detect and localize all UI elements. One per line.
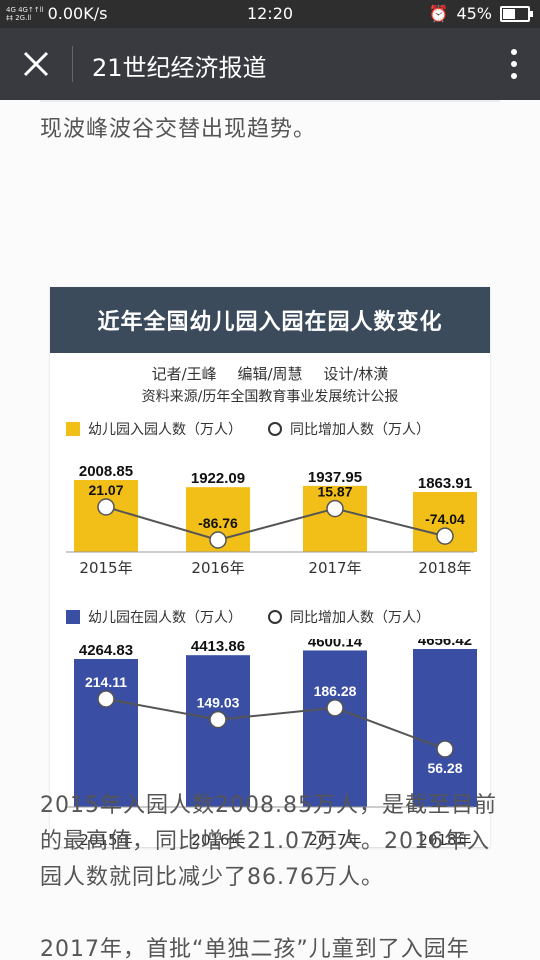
legend-circle-icon	[268, 610, 282, 624]
legend-swatch-enroll	[66, 422, 80, 436]
bar-value-label: 4264.83	[79, 642, 133, 659]
tick-label: 2016年	[191, 831, 245, 849]
bar-value-label: 4413.86	[191, 639, 245, 655]
bar-value-label: 2008.85	[79, 463, 133, 480]
editor-credit: 编辑/周慧	[237, 365, 303, 383]
article-paragraph-1: 2015年入园人数2008.85万人，是截至目前的最高值，同比增长21.07万人…	[40, 793, 497, 890]
yoy-point	[436, 740, 454, 758]
yoy-point	[326, 499, 344, 518]
article-content: 现波峰波谷交替出现趋势。 近年全国幼儿园入园在园人数变化 记者/王峰 编辑/周慧…	[0, 100, 540, 960]
yoy-line	[105, 506, 446, 542]
bar	[74, 480, 138, 552]
yoy-point	[97, 690, 115, 708]
yoy-value-label: -74.04	[425, 511, 465, 527]
tick-label: 2015年	[79, 559, 133, 577]
legend-label-inschool: 幼儿园在园人数（万人）	[88, 610, 242, 626]
tick-label: 2015年	[79, 831, 133, 849]
yoy-point	[209, 710, 227, 729]
bar-value-label: 4656.42	[418, 639, 472, 649]
page-title: 21世纪经济报道	[92, 54, 267, 82]
enrollment-chart: 2008.85 1922.09 1937.95 1863.91 21.07 -86.76 1…	[66, 463, 477, 553]
bar-value-label: 1937.95	[308, 469, 362, 486]
close-icon[interactable]	[14, 42, 58, 86]
nav-divider	[72, 46, 73, 82]
battery-icon	[500, 5, 533, 22]
legend-swatch-inschool	[66, 610, 80, 624]
yoy-value-label: 15.87	[317, 484, 352, 500]
tick-label: 2017年	[308, 559, 362, 577]
chart-title: 近年全国幼儿园入园在园人数变化	[50, 287, 490, 353]
more-options-icon[interactable]	[506, 44, 522, 84]
in-school-chart: 4264.83 4413.86 4600.14 4656.42 214.11 149.03…	[66, 639, 477, 808]
article-intro-line: 现波峰波谷交替出现趋势。	[40, 117, 317, 142]
bar-value-label: 4600.14	[308, 639, 363, 650]
yoy-value-label: 21.07	[88, 482, 123, 498]
yoy-value-label: 56.28	[427, 760, 462, 776]
signal-icon: 4G 4G↑↑ll ‡‡ 2G.ll	[6, 5, 44, 22]
yoy-value-label: 149.03	[197, 695, 240, 711]
yoy-value-label: 186.28	[314, 683, 357, 699]
top-nav-bar: 21世纪经济报道	[0, 28, 540, 100]
bar	[74, 659, 138, 807]
legend-bottom: 幼儿园在园人数（万人） 同比增加人数（万人）	[66, 607, 430, 627]
chart-source: 资料来源/历年全国教育事业发展统计公报	[141, 389, 399, 405]
chart-credits: 记者/王峰 编辑/周慧 设计/林潢	[50, 363, 490, 384]
yoy-line	[105, 698, 446, 750]
network-speed: 0.00K/s	[47, 4, 108, 23]
bar-value-label: 1922.09	[191, 470, 245, 487]
bar	[186, 655, 250, 807]
legend-label-yoy-2: 同比增加人数（万人）	[290, 610, 430, 626]
yoy-point	[97, 498, 115, 516]
bar	[413, 649, 477, 807]
status-bar: 4G 4G↑↑ll ‡‡ 2G.ll 0.00K/s 12:20 ⏰ 45%	[0, 0, 540, 28]
infographic: 近年全国幼儿园入园在园人数变化 记者/王峰 编辑/周慧 设计/林潢 资料来源/历…	[50, 287, 490, 849]
tick-label: 2017年	[308, 831, 362, 849]
reporter-credit: 记者/王峰	[151, 365, 217, 383]
yoy-value-label: 214.11	[85, 674, 127, 690]
cropped-text-line	[40, 100, 500, 102]
tick-label: 2018年	[418, 559, 472, 577]
legend-top: 幼儿园入园人数（万人） 同比增加人数（万人）	[66, 419, 430, 439]
alarm-icon: ⏰	[428, 4, 449, 23]
clock: 12:20	[246, 4, 294, 23]
designer-credit: 设计/林潢	[323, 365, 389, 383]
bar-value-label: 1863.91	[418, 475, 472, 492]
bar	[303, 650, 367, 807]
yoy-point	[209, 531, 227, 549]
yoy-point	[326, 699, 344, 717]
yoy-value-label: -86.76	[198, 515, 238, 531]
tick-label: 2016年	[191, 559, 245, 577]
tick-label: 2018年	[418, 831, 472, 849]
legend-circle-icon	[268, 422, 282, 436]
article-paragraph-2: 2017年，首批“单独二孩”儿童到了入园年	[40, 937, 470, 960]
bar	[303, 485, 367, 552]
network-status: 4G 4G↑↑ll ‡‡ 2G.ll 0.00K/s	[6, 4, 107, 23]
yoy-point	[436, 527, 454, 545]
legend-label-enroll: 幼儿园入园人数（万人）	[88, 422, 242, 438]
legend-label-yoy-1: 同比增加人数（万人）	[290, 422, 430, 438]
battery-percent: 45%	[456, 4, 492, 23]
